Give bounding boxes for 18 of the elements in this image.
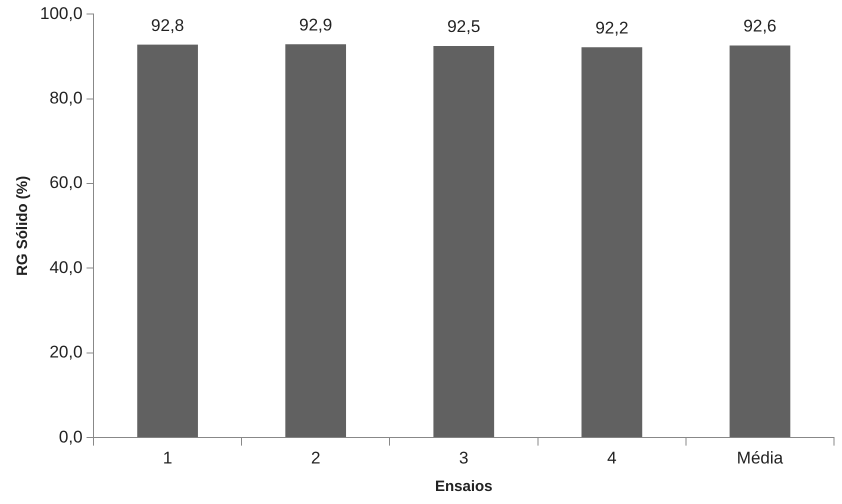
y-tick-label: 20,0 bbox=[49, 342, 83, 362]
y-tick-label: 40,0 bbox=[49, 258, 83, 277]
data-label: 92,2 bbox=[595, 18, 628, 38]
data-label: 92,8 bbox=[151, 16, 184, 35]
x-tick-label: 2 bbox=[310, 448, 320, 468]
y-tick-label: 80,0 bbox=[49, 88, 83, 108]
y-tick-label: 100,0 bbox=[40, 4, 83, 23]
y-tick-label: 60,0 bbox=[49, 173, 83, 192]
y-tick-label: 0,0 bbox=[58, 427, 83, 446]
y-axis-title: RG Sólido (%) bbox=[14, 176, 32, 276]
x-axis-title: Ensaios bbox=[435, 478, 493, 496]
x-tick-label: 1 bbox=[162, 448, 172, 468]
x-tick-label: 3 bbox=[459, 448, 469, 468]
data-label: 92,6 bbox=[743, 16, 776, 36]
x-tick-label: Média bbox=[736, 448, 784, 468]
x-tick-label: 4 bbox=[607, 448, 617, 468]
data-label: 92,5 bbox=[447, 17, 480, 36]
data-label: 92,9 bbox=[299, 15, 332, 34]
